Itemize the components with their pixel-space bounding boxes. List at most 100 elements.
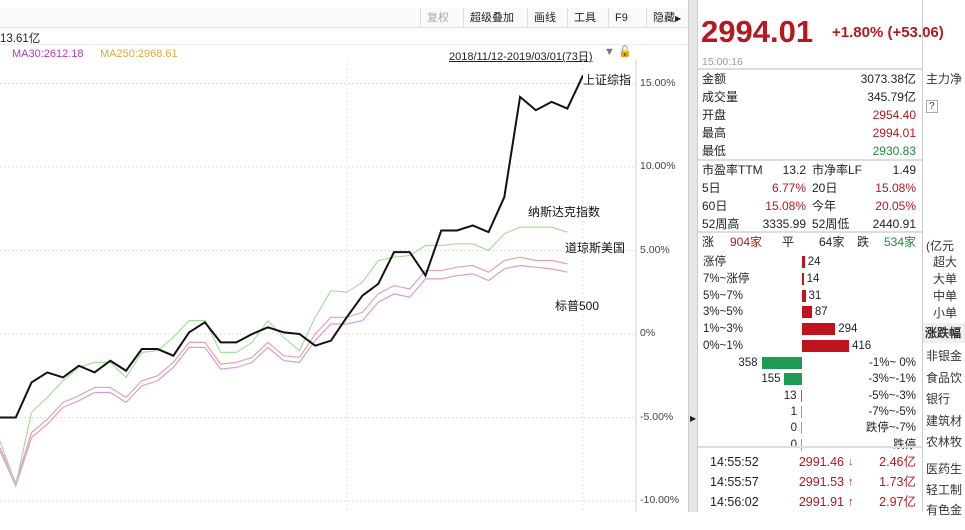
super-overlay-button[interactable]: 超级叠加 <box>463 8 520 28</box>
stat-value: 2994.01 <box>872 126 916 140</box>
tick-time: 14:55:52 <box>710 455 759 469</box>
series-line-0 <box>0 74 585 419</box>
up-bar <box>802 272 804 285</box>
stat-row: 成交量 345.79亿 <box>702 88 916 106</box>
up-bar <box>802 289 806 302</box>
y-tick-label: 0% <box>640 327 656 339</box>
down-count: 0 <box>790 422 797 435</box>
sector-item[interactable]: 医药生 <box>926 462 963 476</box>
down-count: 1 <box>790 405 797 418</box>
series-line-1 <box>0 226 568 487</box>
up-bar <box>802 256 805 268</box>
hide-label: 隐藏 <box>653 12 675 24</box>
panel-splitter[interactable]: ▶ <box>688 0 697 512</box>
series-line-2 <box>0 256 568 485</box>
sector-item[interactable]: 食品饮 <box>926 370 963 385</box>
down-count: 534家 <box>883 235 916 249</box>
stat2-label: 60日 <box>702 199 728 213</box>
up-count: 87 <box>814 306 828 319</box>
range-label: 1%~3% <box>703 323 743 336</box>
up-count: 24 <box>807 256 821 268</box>
tick-price: 2991.53 <box>798 475 844 489</box>
range-label: -5%~-3% <box>868 389 916 402</box>
unit-label: (亿元 <box>926 239 954 253</box>
stat2-row: 5日 6.77% 20日 15.08% <box>702 179 916 197</box>
arrow-up-icon: ↑ <box>848 476 854 488</box>
down-bar <box>801 405 802 418</box>
quote-time: 15:00:16 <box>702 56 743 68</box>
sector-item[interactable]: 有色金 <box>926 503 963 517</box>
stat2-row: 市盈率TTM 13.2 市净率LF 1.49 <box>702 161 916 179</box>
down-count: 13 <box>783 389 797 402</box>
fund-flow-title: 主力净 <box>926 72 963 86</box>
tick-row: 14:55:52 2991.46 ↓ 2.46亿 <box>702 453 916 471</box>
lock-icon[interactable]: 🔓 <box>618 46 632 58</box>
down-count: 358 <box>738 357 758 369</box>
draw-line-button[interactable]: 画线 <box>527 8 562 28</box>
stat2-value: 20.05% <box>875 199 916 213</box>
range-label: -3%~-1% <box>868 373 916 386</box>
series-line-3 <box>0 264 568 488</box>
fund-flow-column: 主力净 ? (亿元 超大 大单 中单 小单 涨跌幅 非银金 食品饮 银行 建筑材 农林牧 医药生… <box>922 0 965 517</box>
up-bar <box>802 340 849 352</box>
tick-time: 14:55:57 <box>710 475 759 489</box>
chart-toolbar: 复权 超级叠加 画线 工具 F9 隐藏▶ <box>0 8 688 28</box>
range-label: 5%~7% <box>703 289 743 302</box>
stat-label: 成交量 <box>702 90 739 104</box>
stat-label: 开盘 <box>702 108 727 122</box>
stat-row: 最低 2930.83 <box>702 142 916 160</box>
tools-button[interactable]: 工具 <box>567 8 602 28</box>
y-tick-label: 15.00% <box>640 76 676 89</box>
sector-item[interactable]: 非银金 <box>926 349 963 363</box>
sector-item[interactable]: 银行 <box>926 392 951 406</box>
flat-count: 64家 <box>819 235 845 249</box>
collapse-arrow-icon[interactable]: ▶ <box>690 414 697 423</box>
range-label: 7%~涨停 <box>703 272 750 285</box>
stat2-value: 1.49 <box>892 163 916 177</box>
divider <box>0 44 688 45</box>
stat-row: 金额 3073.38亿 <box>702 70 916 88</box>
range-label: 0%~1% <box>703 340 743 352</box>
fuquan-button[interactable]: 复权 <box>420 8 455 28</box>
f9-button[interactable]: F9 <box>608 8 634 28</box>
tick-price: 2991.46 <box>798 455 844 469</box>
stat2-row: 52周高 3335.99 52周低 2440.91 <box>702 215 916 233</box>
stat-label: 最低 <box>702 144 727 158</box>
up-count: 416 <box>852 340 872 352</box>
hide-button[interactable]: 隐藏▶ <box>646 8 687 28</box>
sector-item[interactable]: 轻工制 <box>926 482 963 497</box>
stat-row: 开盘 2954.40 <box>702 106 916 124</box>
tick-row: 14:56:02 2991.91 ↑ 2.97亿 <box>702 493 916 511</box>
up-count: 904家 <box>730 235 763 249</box>
tick-time: 14:56:02 <box>710 495 759 509</box>
stat-row: 最高 2994.01 <box>702 124 916 142</box>
stat2-label: 20日 <box>812 181 838 195</box>
order-size-label: 小单 <box>933 306 958 320</box>
market-breadth: 涨 904家 平 64家 跌 534家 <box>702 233 916 251</box>
stat-label: 金额 <box>702 72 727 86</box>
stat-label: 最高 <box>702 126 727 140</box>
down-count: 155 <box>761 373 781 386</box>
help-icon[interactable]: ? <box>926 100 938 113</box>
stat2-value: 15.08% <box>765 199 806 213</box>
range-label: -7%~-5% <box>868 405 916 418</box>
stat2-value: 2440.91 <box>872 217 916 231</box>
date-range-selector[interactable]: 2018/11/12-2019/03/01(73日) <box>449 51 593 63</box>
up-count: 14 <box>806 272 820 285</box>
tick-row: 14:55:57 2991.53 ↑ 1.73亿 <box>702 473 916 491</box>
stat2-label: 市净率LF <box>812 163 863 177</box>
down-bar <box>784 373 802 386</box>
range-label: -1%~ 0% <box>869 357 916 369</box>
up-count: 294 <box>838 323 858 336</box>
series-label-shanghai: 上证综指 <box>583 71 632 88</box>
stat2-label: 52周高 <box>702 217 740 231</box>
up-bar <box>802 323 836 336</box>
turnover-value: 13.61亿 <box>0 33 41 45</box>
stat-value: 2930.83 <box>872 144 916 158</box>
stat2-label: 今年 <box>812 199 837 213</box>
stat2-label: 市盈率TTM <box>702 163 763 177</box>
dropdown-triangle-icon[interactable]: ▼ <box>604 46 615 58</box>
sector-item[interactable]: 建筑材 <box>926 413 963 428</box>
sector-item[interactable]: 农林牧 <box>926 435 963 449</box>
sector-section-header[interactable]: 涨跌幅 <box>923 323 965 343</box>
